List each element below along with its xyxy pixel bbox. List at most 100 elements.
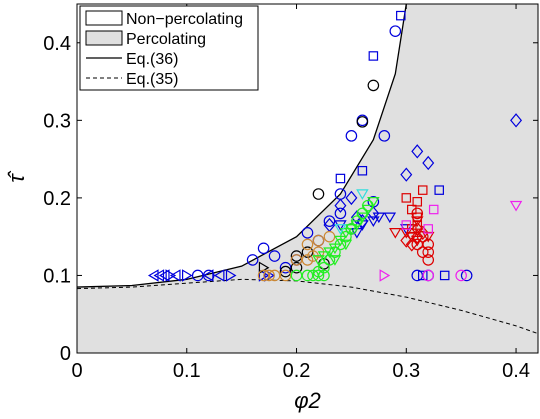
data-point	[335, 173, 346, 184]
data-point	[417, 270, 428, 281]
eq35-curve	[76, 278, 539, 335]
data-point	[389, 25, 402, 37]
x-tick-label: 0.4	[502, 360, 530, 382]
data-point	[263, 269, 275, 282]
y-tick-label: 0.3	[43, 110, 71, 132]
data-point	[412, 197, 423, 207]
data-point	[334, 224, 347, 235]
data-point	[367, 79, 380, 92]
legend-swatch-non-percolating	[85, 10, 123, 26]
data-point	[383, 212, 397, 224]
data-point	[357, 165, 368, 176]
data-point	[361, 204, 375, 216]
data-point	[411, 207, 424, 220]
data-point	[400, 167, 413, 182]
data-point	[318, 269, 330, 282]
data-point	[411, 221, 424, 237]
data-point	[153, 269, 165, 282]
data-point	[147, 269, 159, 282]
data-point	[509, 200, 523, 212]
data-point	[345, 224, 358, 235]
data-point	[339, 239, 353, 251]
data-point	[422, 254, 435, 266]
data-point	[416, 225, 429, 240]
data-point	[339, 228, 353, 239]
data-point	[225, 269, 237, 282]
x-tick-label: 0	[71, 360, 82, 382]
data-point	[389, 228, 402, 239]
data-point	[268, 250, 281, 262]
data-point	[350, 220, 364, 231]
data-point	[400, 233, 413, 248]
data-point	[356, 116, 369, 128]
data-point	[318, 261, 330, 274]
data-point	[411, 229, 424, 244]
data-point	[378, 130, 391, 142]
data-point	[510, 113, 523, 128]
data-point	[301, 238, 314, 251]
data-point	[350, 210, 363, 225]
data-point	[312, 269, 325, 282]
legend-label: Eq.(36)	[126, 51, 178, 68]
data-point	[301, 226, 314, 239]
data-point	[422, 155, 435, 171]
data-point	[356, 212, 369, 224]
eq36-curve	[76, 3, 407, 288]
data-point	[434, 185, 444, 195]
data-point	[422, 246, 435, 258]
x-tick-label: 0.1	[173, 360, 201, 382]
legend-label: Non−percolating	[126, 11, 243, 28]
data-point	[423, 224, 433, 234]
data-point	[334, 198, 347, 213]
data-point	[323, 247, 336, 259]
data-point	[169, 269, 181, 282]
data-point	[411, 216, 424, 228]
data-point	[368, 51, 379, 61]
plot-frame	[76, 3, 539, 354]
data-point	[345, 130, 358, 142]
x-tick-label: 0.2	[283, 360, 311, 382]
data-point	[367, 216, 380, 228]
data-point	[356, 189, 369, 200]
data-point	[182, 269, 193, 282]
legend-swatch-percolating	[85, 30, 123, 46]
data-point	[213, 269, 225, 282]
percolating-region	[77, 4, 538, 353]
data-point	[396, 10, 406, 21]
data-point	[328, 243, 342, 255]
data-point	[323, 215, 336, 227]
data-point	[158, 269, 170, 282]
data-point	[439, 270, 450, 281]
data-point	[411, 144, 424, 159]
data-point	[367, 197, 380, 208]
data-point	[323, 230, 336, 243]
data-point	[264, 269, 275, 282]
data-point	[202, 269, 214, 282]
data-point	[290, 250, 303, 262]
y-tick-label: 0.2	[43, 188, 71, 210]
y-tick-label: 0.1	[43, 265, 71, 287]
data-point	[329, 246, 341, 258]
data-point	[356, 213, 369, 229]
data-point	[372, 212, 386, 224]
data-point	[401, 220, 412, 230]
data-point	[401, 193, 412, 203]
data-point	[317, 251, 331, 262]
data-point	[405, 237, 418, 252]
data-point	[290, 261, 303, 274]
data-point	[279, 265, 292, 278]
data-point	[246, 254, 259, 266]
data-point	[417, 185, 428, 195]
y-tick-label: 0	[60, 343, 71, 365]
data-point	[258, 269, 270, 282]
data-point	[257, 242, 270, 255]
data-point	[412, 220, 423, 230]
x-tick-label: 0.3	[392, 360, 420, 382]
legend-label: Percolating	[126, 31, 206, 48]
data-point	[422, 238, 435, 251]
data-point	[328, 255, 342, 266]
data-point	[455, 269, 467, 282]
data-point	[460, 269, 473, 282]
data-point	[428, 204, 439, 215]
